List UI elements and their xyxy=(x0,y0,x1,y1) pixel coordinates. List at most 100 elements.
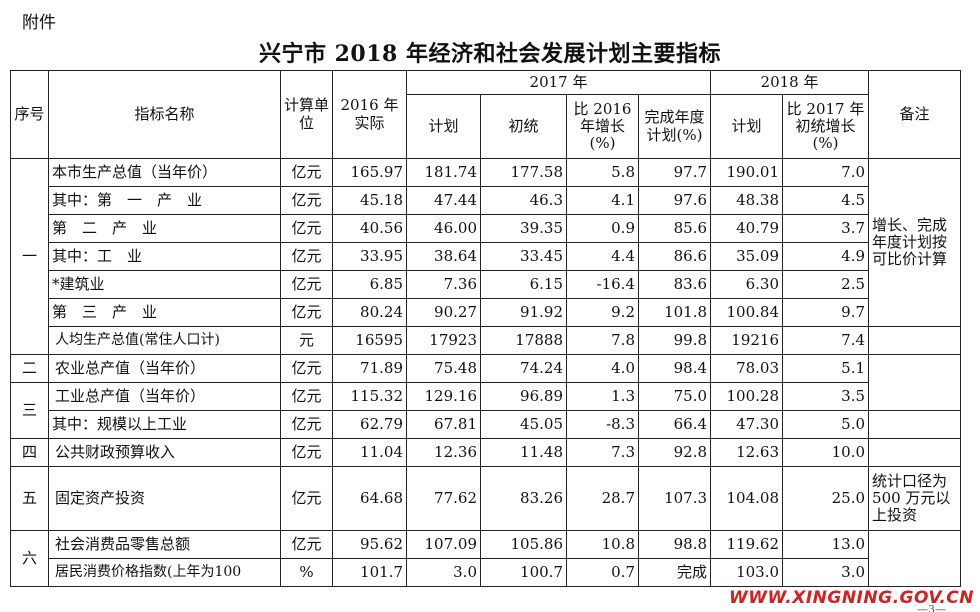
unit-cell: 亿元 xyxy=(280,354,333,383)
header-name: 指标名称 xyxy=(48,70,281,159)
value-completion: 83.6 xyxy=(637,270,712,299)
value-growth-2016: 4.1 xyxy=(566,186,639,215)
unit-cell: 亿元 xyxy=(280,270,333,299)
value-2017-plan: 17923 xyxy=(406,326,481,355)
header-2017-group: 2017 年 xyxy=(405,70,712,95)
value-2018-plan: 19216 xyxy=(710,326,784,355)
value-2018-plan: 119.62 xyxy=(710,530,784,559)
unit-cell: 亿元 xyxy=(280,530,333,559)
value-completion: 97.6 xyxy=(637,186,712,215)
value-2017-prelim: 100.7 xyxy=(480,558,567,587)
table-row: 人均生产总值(常住人口计) 元 16595 17923 17888 7.8 99… xyxy=(11,326,962,355)
value-2017-plan: 67.81 xyxy=(406,410,481,439)
value-2017-prelim: 46.3 xyxy=(480,186,567,215)
value-completion: 98.8 xyxy=(637,530,712,559)
value-2017-prelim: 45.05 xyxy=(480,410,567,439)
remark-empty xyxy=(868,326,962,355)
unit-cell: % xyxy=(280,558,333,587)
value-2017-prelim: 11.48 xyxy=(480,438,567,467)
value-growth-2017: 7.4 xyxy=(782,326,870,355)
value-2016: 71.89 xyxy=(332,354,407,383)
value-2016: 64.68 xyxy=(332,466,407,531)
table-row: 其中：规模以上工业 亿元 62.79 67.81 45.05 -8.3 66.4… xyxy=(11,410,962,439)
value-growth-2016: 1.3 xyxy=(566,382,639,411)
indicator-name: 本市生产总值（当年价） xyxy=(48,158,281,187)
value-growth-2016: 7.8 xyxy=(566,326,639,355)
value-2018-plan: 78.03 xyxy=(710,354,784,383)
value-completion: 97.7 xyxy=(637,158,712,187)
value-2017-prelim: 74.24 xyxy=(480,354,567,383)
value-2016: 45.18 xyxy=(332,186,407,215)
header-2018-plan: 计划 xyxy=(710,94,784,159)
seq-cell: 四 xyxy=(10,438,49,467)
value-growth-2017: 2.5 xyxy=(782,270,870,299)
value-2018-plan: 103.0 xyxy=(710,558,784,587)
value-2017-prelim: 105.86 xyxy=(480,530,567,559)
header-row-1: 序号 指标名称 计算单位 2016 年实际 2017 年 2018 年 备注 xyxy=(10,70,962,159)
value-completion: 107.3 xyxy=(637,466,712,531)
value-completion: 85.6 xyxy=(637,214,712,243)
header-2016-actual: 2016 年实际 xyxy=(332,70,407,159)
header-remark: 备注 xyxy=(868,70,962,159)
value-growth-2017: 10.0 xyxy=(782,438,870,467)
value-growth-2016: 0.7 xyxy=(566,558,639,587)
header-growth-vs-2017: 比 2017 年初统增长(%) xyxy=(782,94,870,159)
value-2017-plan: 7.36 xyxy=(406,270,481,299)
indicator-name: 第 三 产 业 xyxy=(48,298,281,327)
header-seq: 序号 xyxy=(10,70,49,159)
value-2018-plan: 40.79 xyxy=(710,214,784,243)
value-2016: 101.7 xyxy=(332,558,407,587)
remark-empty xyxy=(868,438,962,467)
value-2018-plan: 48.38 xyxy=(710,186,784,215)
value-growth-2016: 4.4 xyxy=(566,242,639,271)
indicator-name: 公共财政预算收入 xyxy=(48,438,281,467)
unit-cell: 亿元 xyxy=(280,410,333,439)
value-2016: 6.85 xyxy=(332,270,407,299)
value-2017-prelim: 6.15 xyxy=(480,270,567,299)
value-2018-plan: 6.30 xyxy=(710,270,784,299)
value-2016: 40.56 xyxy=(332,214,407,243)
indicator-name: 居民消费价格指数(上年为100 xyxy=(48,558,281,587)
unit-cell: 亿元 xyxy=(280,438,333,467)
header-2018-group: 2018 年 xyxy=(710,70,870,95)
table-row: 五 固定资产投资 亿元 64.68 77.62 83.26 28.7 107.3… xyxy=(10,466,962,531)
value-completion: 86.6 xyxy=(637,242,712,271)
value-2017-plan: 38.64 xyxy=(406,242,481,271)
value-growth-2016: 0.9 xyxy=(566,214,639,243)
value-completion: 92.8 xyxy=(637,438,712,467)
table-row: *建筑业 亿元 6.85 7.36 6.15 -16.4 83.6 6.30 2… xyxy=(11,270,961,299)
value-2016: 16595 xyxy=(332,326,407,355)
value-growth-2017: 3.0 xyxy=(782,558,870,587)
value-2017-plan: 77.62 xyxy=(406,466,481,531)
remark-gdp: 增长、完成年度计划按可比价计算 xyxy=(868,158,962,327)
value-2017-plan: 75.48 xyxy=(406,354,481,383)
value-2017-prelim: 83.26 xyxy=(480,466,567,531)
page-number: —3— xyxy=(917,603,946,612)
remark-empty xyxy=(868,354,962,411)
unit-cell: 亿元 xyxy=(280,158,333,187)
value-growth-2017: 3.5 xyxy=(782,382,870,411)
table-row: 二 农业总产值（当年价） 亿元 71.89 75.48 74.24 4.0 98… xyxy=(10,354,962,411)
value-2016: 33.95 xyxy=(332,242,407,271)
indicator-name: 其中：第 一 产 业 xyxy=(48,186,281,215)
value-2017-prelim: 39.35 xyxy=(480,214,567,243)
value-growth-2016: 4.0 xyxy=(566,354,639,383)
indicator-name: *建筑业 xyxy=(48,270,281,299)
table-row: 四 公共财政预算收入 亿元 11.04 12.36 11.48 7.3 92.8… xyxy=(10,438,962,467)
value-completion: 101.8 xyxy=(637,298,712,327)
value-2017-plan: 181.74 xyxy=(406,158,481,187)
value-growth-2017: 5.1 xyxy=(782,354,870,383)
indicator-name: 人均生产总值(常住人口计) xyxy=(48,326,281,355)
header-growth-vs-2016: 比 2016 年增长(%) xyxy=(566,94,639,159)
value-2018-plan: 104.08 xyxy=(710,466,784,531)
table-row: 一 本市生产总值（当年价） 亿元 165.97 181.74 177.58 5.… xyxy=(10,158,962,355)
indicator-name: 其中：工 业 xyxy=(48,242,281,271)
unit-cell: 亿元 xyxy=(280,298,333,327)
seq-cell: 三 xyxy=(10,382,49,439)
unit-cell: 亿元 xyxy=(280,214,333,243)
value-growth-2017: 4.9 xyxy=(782,242,870,271)
unit-cell: 亿元 xyxy=(280,466,333,531)
value-2017-plan: 46.00 xyxy=(406,214,481,243)
value-completion: 75.0 xyxy=(637,382,712,411)
value-2018-plan: 190.01 xyxy=(710,158,784,187)
